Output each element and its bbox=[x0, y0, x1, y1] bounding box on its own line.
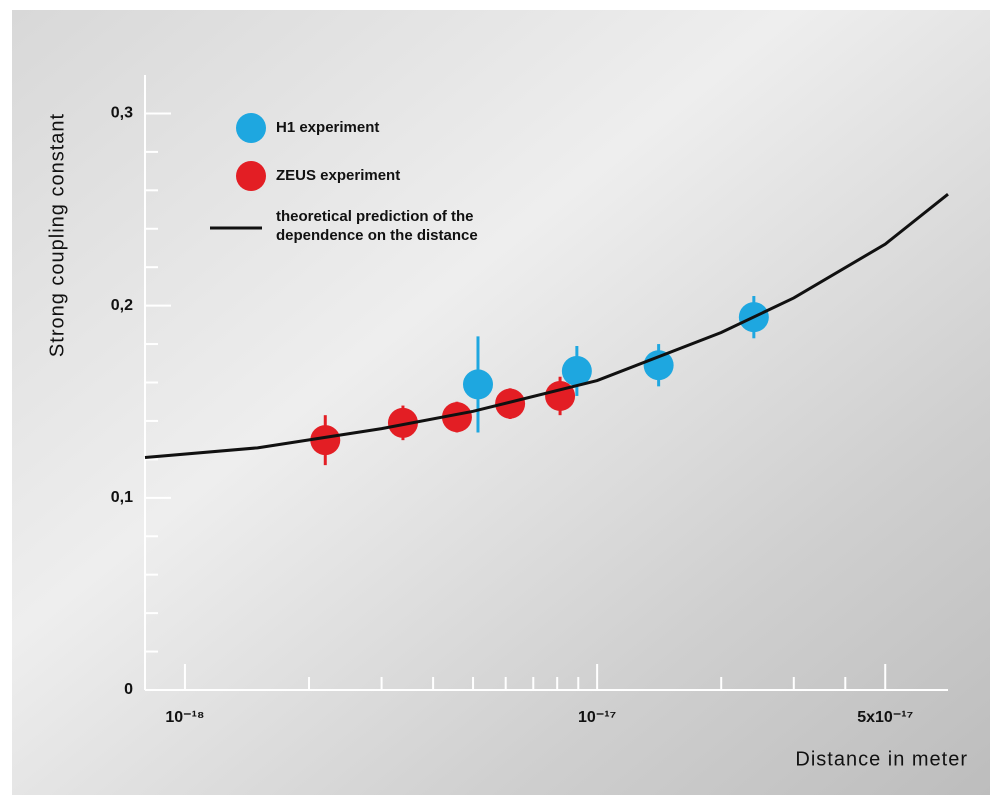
x-tick-label: 10⁻¹⁸ bbox=[165, 709, 204, 726]
data-point bbox=[387, 407, 418, 438]
y-axis-label: Strong coupling constant bbox=[46, 113, 68, 357]
legend-swatch bbox=[236, 113, 266, 143]
y-tick-label: 0,1 bbox=[111, 489, 133, 506]
y-tick-label: 0 bbox=[124, 681, 133, 698]
legend-swatch bbox=[236, 161, 266, 191]
legend-label: theoretical prediction of the dependence… bbox=[276, 208, 478, 244]
legend-label: H1 experiment bbox=[276, 119, 379, 136]
data-point bbox=[561, 355, 592, 386]
y-tick-label: 0,2 bbox=[111, 297, 133, 314]
data-point bbox=[441, 402, 472, 433]
data-point bbox=[545, 380, 576, 411]
legend-label: ZEUS experiment bbox=[276, 167, 400, 184]
x-tick-label: 5x10⁻¹⁷ bbox=[857, 709, 913, 726]
data-point bbox=[643, 350, 674, 381]
y-tick-label: 0,3 bbox=[111, 105, 133, 122]
legend-entry: theoretical prediction of the dependence… bbox=[276, 208, 478, 244]
data-point bbox=[462, 369, 493, 400]
theory-line bbox=[144, 192, 949, 459]
data-point bbox=[310, 425, 341, 456]
x-tick-label: 10⁻¹⁷ bbox=[578, 709, 616, 726]
x-axis-label: Distance in meter bbox=[795, 748, 968, 770]
